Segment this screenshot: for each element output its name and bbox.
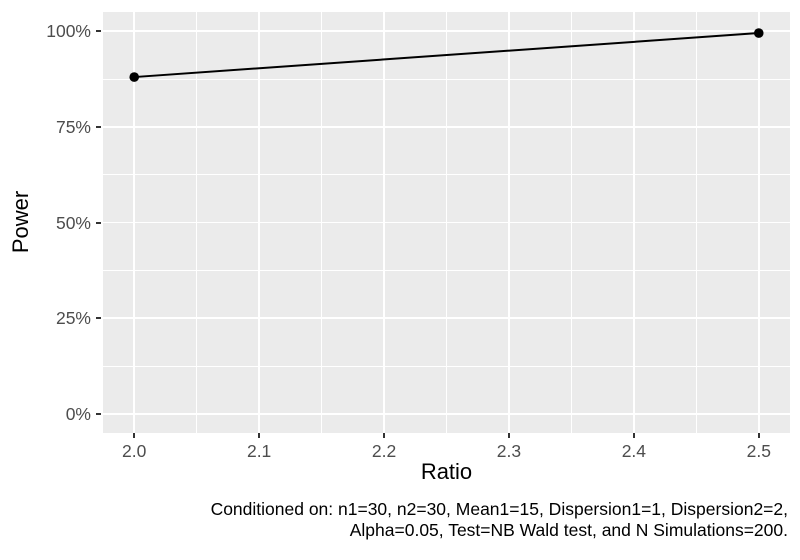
gridline-major-horizontal bbox=[103, 317, 790, 320]
x-tick-label: 2.3 bbox=[496, 441, 522, 461]
y-tick-label: 75% bbox=[55, 116, 91, 137]
plot-caption: Conditioned on: n1=30, n2=30, Mean1=15, … bbox=[211, 499, 788, 541]
x-tick-label: 2.5 bbox=[746, 441, 771, 461]
x-tick-mark bbox=[507, 433, 510, 438]
x-tick-label: 2.0 bbox=[122, 441, 147, 461]
x-tick-label: 2.2 bbox=[371, 441, 397, 461]
x-tick-mark bbox=[632, 433, 635, 438]
y-tick-label: 0% bbox=[65, 403, 91, 424]
caption-line-2: Alpha=0.05, Test=NB Wald test, and N Sim… bbox=[349, 520, 788, 540]
data-point bbox=[753, 28, 764, 38]
x-tick-label: 2.1 bbox=[246, 441, 272, 461]
gridline-minor-horizontal bbox=[103, 269, 790, 271]
y-tick-mark bbox=[96, 412, 101, 415]
y-tick-mark bbox=[96, 125, 101, 128]
gridline-major-horizontal bbox=[103, 413, 790, 415]
y-tick-label: 100% bbox=[46, 21, 91, 42]
y-tick-label: 50% bbox=[55, 212, 91, 233]
data-point bbox=[129, 72, 140, 82]
gridline-major-horizontal bbox=[103, 125, 790, 128]
series-line-power bbox=[134, 32, 759, 79]
gridline-major-horizontal bbox=[103, 30, 790, 32]
x-tick-label: 2.4 bbox=[621, 441, 647, 461]
y-axis-labels: 0% 25% 50% 75% 100% bbox=[0, 12, 91, 433]
y-tick-mark bbox=[96, 30, 101, 33]
gridline-minor-horizontal bbox=[103, 174, 790, 176]
x-tick-mark bbox=[757, 433, 760, 438]
plot-panel bbox=[103, 12, 790, 433]
gridline-minor-horizontal bbox=[103, 365, 790, 367]
caption-line-1: Conditioned on: n1=30, n2=30, Mean1=15, … bbox=[210, 499, 788, 519]
y-tick-mark bbox=[96, 317, 101, 320]
gridline-major-horizontal bbox=[103, 221, 790, 224]
x-tick-mark bbox=[383, 433, 386, 438]
x-tick-mark bbox=[258, 433, 261, 438]
x-axis-title: Ratio bbox=[420, 459, 473, 484]
series-layer bbox=[129, 28, 764, 82]
y-tick-mark bbox=[96, 221, 101, 224]
y-axis-title: Power bbox=[8, 190, 33, 254]
x-tick-mark bbox=[133, 433, 136, 438]
y-tick-label: 25% bbox=[55, 308, 91, 329]
x-axis-labels: 2.0 2.1 2.2 2.3 2.4 2.5 bbox=[103, 441, 790, 463]
gridline-minor-horizontal bbox=[103, 78, 790, 80]
